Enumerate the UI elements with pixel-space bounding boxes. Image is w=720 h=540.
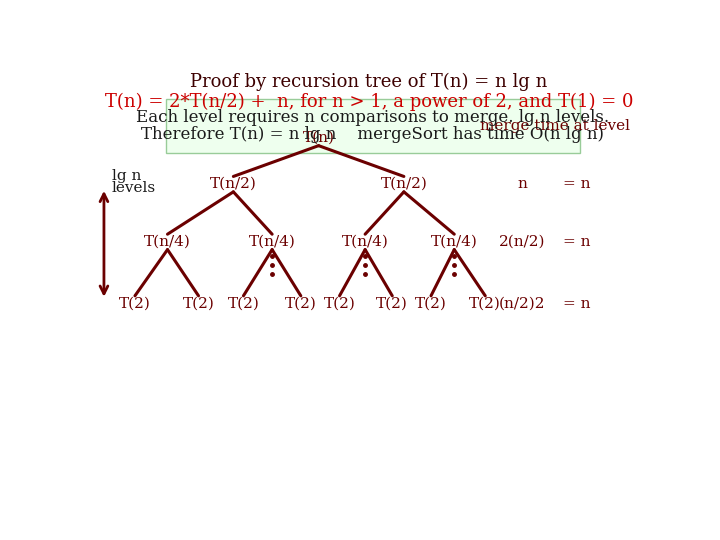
Text: T(2): T(2) [377, 296, 408, 310]
Text: (n/2)2: (n/2)2 [499, 296, 546, 310]
Text: T(n) = 2*T(n/2) +  n, for n > 1, a power of 2, and T(1) = 0: T(n) = 2*T(n/2) + n, for n > 1, a power … [104, 93, 634, 111]
Text: = n: = n [563, 235, 590, 249]
Text: T(n/2): T(n/2) [380, 177, 427, 191]
Text: T(2): T(2) [285, 296, 317, 310]
Text: T(2): T(2) [469, 296, 501, 310]
FancyBboxPatch shape [166, 99, 580, 153]
Text: T(n): T(n) [302, 131, 335, 145]
Text: T(2): T(2) [323, 296, 356, 310]
Text: Proof by recursion tree of T(n) = n lg n: Proof by recursion tree of T(n) = n lg n [190, 72, 548, 91]
Text: lg n: lg n [112, 170, 141, 184]
Text: T(2): T(2) [119, 296, 151, 310]
Text: T(2): T(2) [183, 296, 215, 310]
Text: T(n/4): T(n/4) [248, 235, 296, 249]
Text: T(n/4): T(n/4) [431, 235, 477, 249]
Text: Each level requires n comparisons to merge. lg n levels.: Each level requires n comparisons to mer… [136, 109, 609, 126]
Text: Therefore T(n) = n lg n    mergeSort has time O(n lg n): Therefore T(n) = n lg n mergeSort has ti… [141, 126, 604, 143]
Text: T(2): T(2) [415, 296, 447, 310]
Text: = n: = n [563, 296, 590, 310]
Text: 2(n/2): 2(n/2) [499, 235, 546, 249]
Text: T(2): T(2) [228, 296, 259, 310]
Text: = n: = n [563, 177, 590, 191]
Text: T(n/2): T(n/2) [210, 177, 257, 191]
Text: T(n/4): T(n/4) [144, 235, 191, 249]
Text: levels: levels [112, 181, 156, 195]
Text: T(n/4): T(n/4) [342, 235, 389, 249]
Text: n: n [518, 177, 527, 191]
Text: merge time at level: merge time at level [480, 119, 630, 133]
